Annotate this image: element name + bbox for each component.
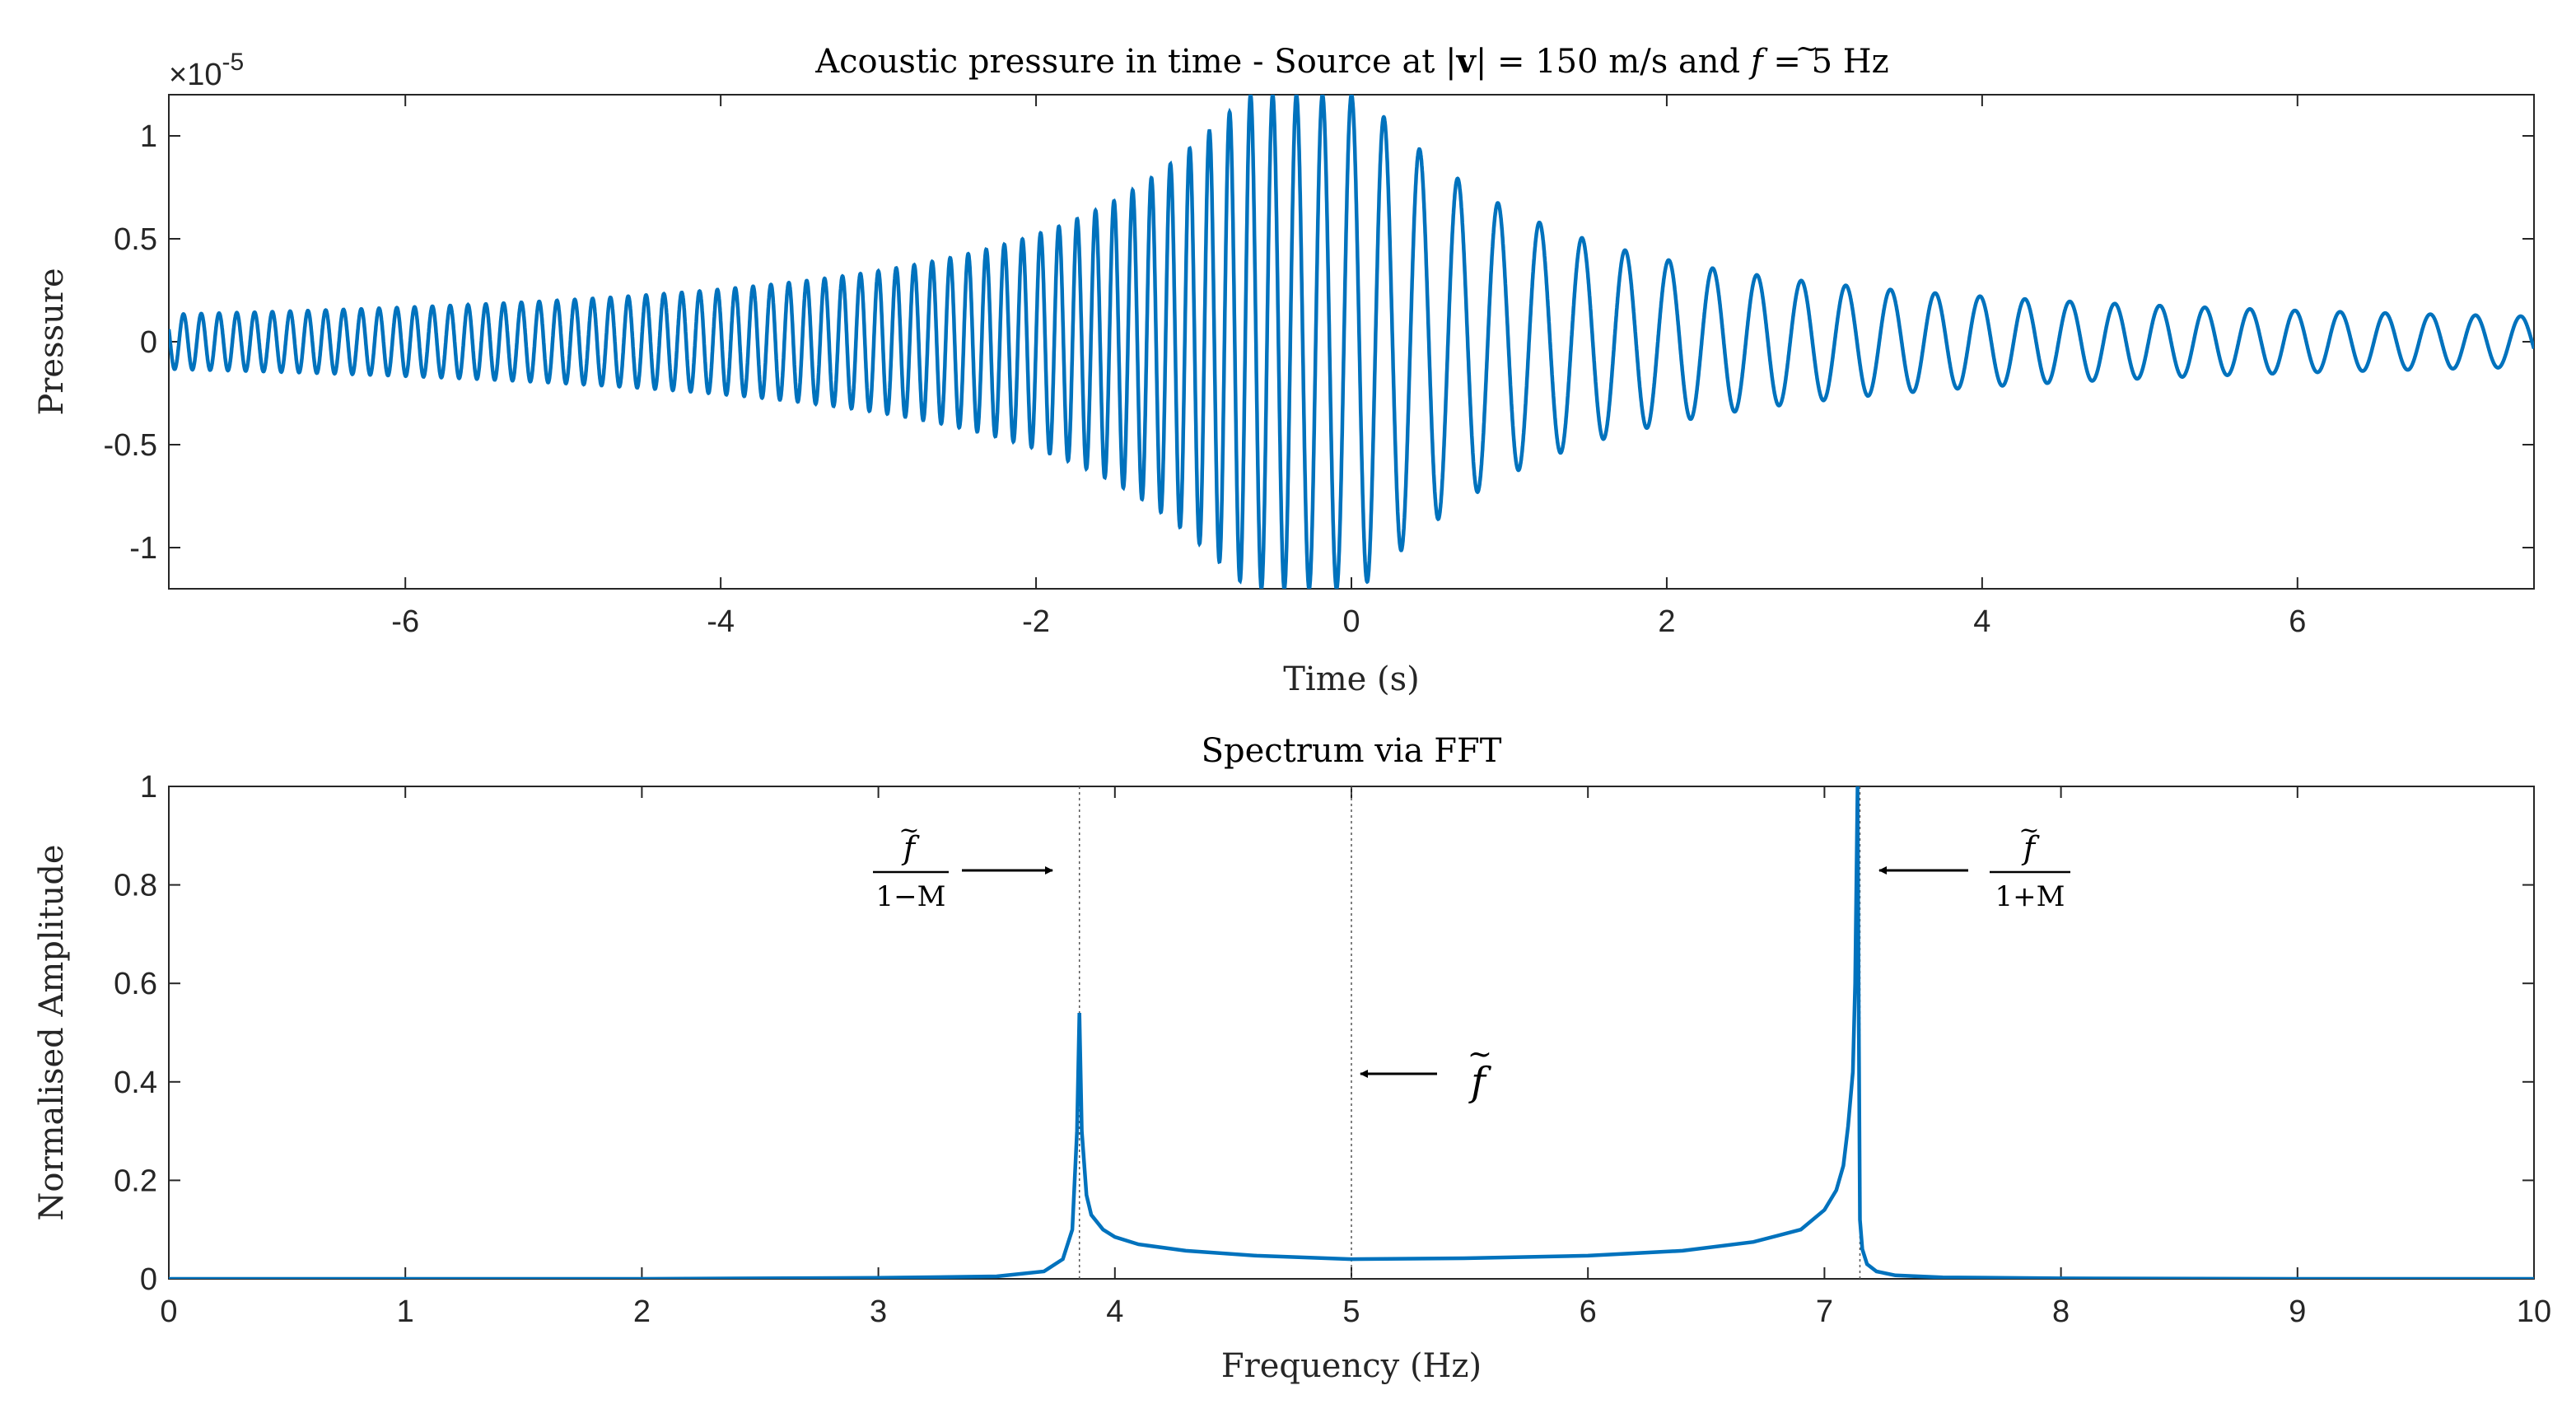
annotation-approaching: f ~ 1+M [1878, 816, 2070, 913]
chart2-axes-box [168, 786, 2535, 1280]
x-tick-label: 10 [2517, 1294, 2551, 1329]
x-tick-label: 5 [1342, 1294, 1360, 1329]
x-tick-label: -2 [1022, 604, 1050, 639]
chart1-title: Acoustic pressure in time - Source at |v… [814, 42, 1889, 81]
x-tick-label: 4 [1973, 604, 1990, 639]
x-tick-label: 3 [870, 1294, 887, 1329]
x-tick-label: -4 [707, 604, 735, 639]
chart1-ytick-labels: -1 -0.5 0 0.5 1 [104, 119, 157, 566]
y-tick-label: 0.8 [114, 869, 157, 903]
chart2-ytick-labels: 0 0.2 0.4 0.6 0.8 1 [114, 770, 157, 1297]
x-tick-label: 2 [1658, 604, 1675, 639]
x-tick-label: 1 [397, 1294, 414, 1329]
y-tick-label: 0 [140, 325, 157, 360]
y-tick-label: 0.2 [114, 1164, 157, 1198]
x-tick-label: 4 [1106, 1294, 1123, 1329]
x-tick-label: 2 [633, 1294, 651, 1329]
x-tick-label: 0 [1342, 604, 1360, 639]
y-tick-label: 0.5 [114, 222, 157, 257]
chart1-axes-box [168, 94, 2535, 590]
chart2-title: Spectrum via FFT [1202, 732, 1502, 770]
x-tick-label: -6 [391, 604, 419, 639]
chart2-ticks [168, 786, 2535, 1280]
annotation-approaching-denominator: 1+M [1995, 880, 2065, 913]
annotation-receding-numerator-tilde: ~ [898, 816, 919, 845]
x-tick-label: 7 [1816, 1294, 1833, 1329]
chart2-xlabel: Frequency (Hz) [1221, 1347, 1482, 1385]
chart2-xtick-labels: 0 1 2 3 4 5 6 7 8 9 10 [160, 1294, 2551, 1329]
annotation-source: f ~ [1360, 1038, 1492, 1105]
y-tick-label: 1 [140, 770, 157, 805]
x-tick-label: 9 [2289, 1294, 2306, 1329]
annotation-source-tilde: ~ [1468, 1038, 1492, 1071]
y-tick-label: 0.4 [114, 1066, 157, 1100]
spectrum-chart: Spectrum via FFT 0 1 2 3 4 5 6 7 8 9 10 0 0.2 0.4 0.6… [33, 732, 2551, 1385]
x-tick-label: 0 [160, 1294, 177, 1329]
x-tick-label: 6 [1580, 1294, 1597, 1329]
chart2-ylabel: Normalised Amplitude [33, 844, 71, 1220]
chart1-ticks [169, 95, 2534, 589]
x-tick-label: 6 [2289, 604, 2306, 639]
y-tick-label: 0 [140, 1262, 157, 1297]
chart1-y-exponent: ×10-5 [169, 49, 244, 92]
y-tick-label: 0.6 [114, 967, 157, 1001]
annotation-approaching-numerator-tilde: ~ [2018, 816, 2039, 845]
y-tick-label: 1 [140, 119, 157, 154]
annotation-receding: f ~ 1−M [873, 816, 1053, 913]
annotation-receding-denominator: 1−M [876, 880, 946, 913]
chart1-xlabel: Time (s) [1283, 660, 1420, 698]
chart2-reference-lines [1078, 786, 1861, 1279]
spectrum-series-line [169, 786, 2534, 1279]
chart1-xtick-labels: -6 -4 -2 0 2 4 6 [391, 604, 2306, 639]
chart1-ylabel: Pressure [33, 268, 71, 415]
y-tick-label: -0.5 [104, 428, 157, 463]
chart1-title-tilde: ~ [1795, 32, 1819, 65]
x-tick-label: 8 [2052, 1294, 2070, 1329]
pressure-time-chart: Acoustic pressure in time - Source at |v… [33, 32, 2535, 698]
pressure-series-line [169, 95, 2534, 589]
y-tick-label: -1 [129, 531, 157, 566]
